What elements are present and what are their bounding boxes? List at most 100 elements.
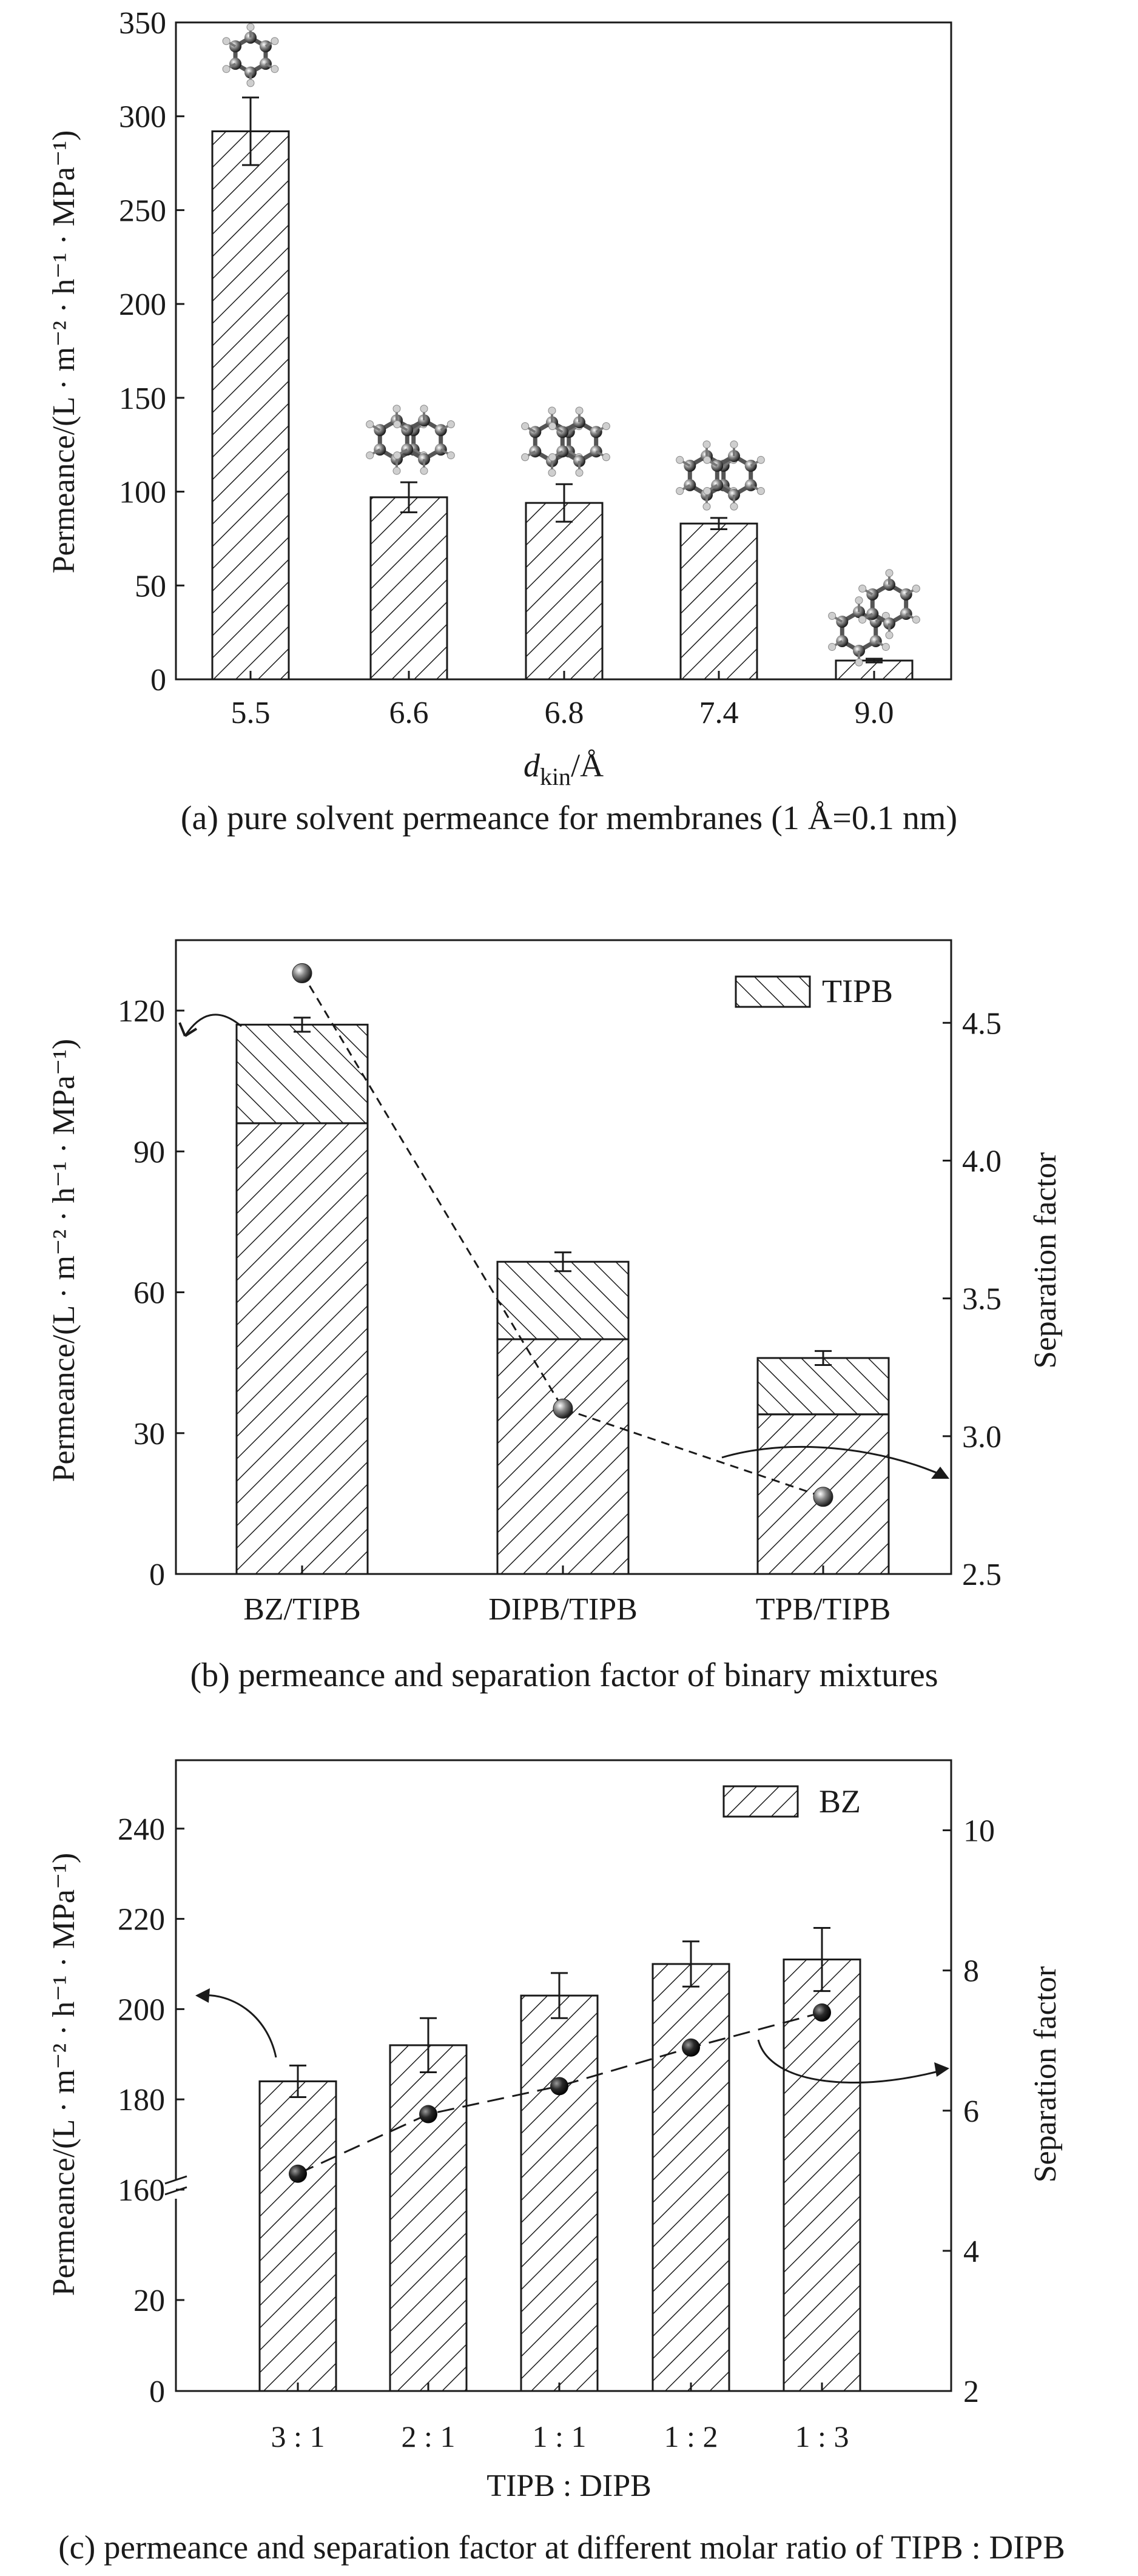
b-bar-lower-DIPB/TIPB bbox=[496, 1338, 630, 1575]
a-bar-6.6 bbox=[369, 496, 448, 681]
a-molecule-hydrogen bbox=[858, 584, 867, 593]
a-molecule-hydrogen bbox=[420, 405, 428, 413]
c-x-axis-label: TIPB : DIPB bbox=[487, 2469, 651, 2503]
a-molecule-hydrogen bbox=[246, 23, 255, 32]
a-x-tick-label: 9.0 bbox=[855, 696, 894, 730]
c-separation-point bbox=[419, 2105, 437, 2124]
a-molecule-icons bbox=[222, 23, 920, 667]
a-molecule-icon bbox=[676, 440, 765, 511]
c-bar-0 bbox=[258, 2080, 337, 2392]
a-molecule-hydrogen bbox=[602, 453, 610, 462]
c-x-tick-label: 2 : 1 bbox=[402, 2420, 456, 2453]
a-molecule-hydrogen bbox=[756, 456, 765, 464]
b-y-axis-label: Permeance/(L · m⁻² · h⁻¹ · MPa⁻¹) bbox=[47, 1039, 81, 1482]
c-y2-axis-label: Separation factor bbox=[1028, 1966, 1063, 2183]
a-molecule-hydrogen bbox=[676, 456, 684, 464]
a-x-tick-label: 6.8 bbox=[545, 696, 584, 730]
b-y2-ticks: 2.5 3.0 3.5 4.0 4.5 bbox=[943, 1006, 1002, 1592]
a-y-tick-label: 300 bbox=[119, 100, 166, 135]
a-molecule-hydrogen bbox=[271, 65, 279, 73]
a-y-axis-label: Permeance/(L · m⁻² · h⁻¹ · MPa⁻¹) bbox=[47, 130, 81, 574]
a-y-tick-label: 250 bbox=[119, 193, 166, 228]
a-y-ticks: 0 50 100 150 200 250 300 350 bbox=[119, 6, 184, 698]
c-y-tick-label: 200 bbox=[118, 1993, 165, 2027]
b-legend: TIPB bbox=[735, 973, 893, 1009]
c-y2-tick-label: 6 bbox=[963, 2094, 979, 2129]
c-y2-tick-label: 10 bbox=[963, 1814, 995, 1849]
a-molecule-hydrogen bbox=[676, 486, 684, 495]
b-x-ticks: BZ/TIPB DIPB/TIPB TPB/TIPB bbox=[243, 1565, 891, 1627]
c-caption: (c) permeance and separation factor at d… bbox=[58, 2529, 1065, 2566]
b-bars bbox=[235, 1017, 890, 1575]
b-legend-swatch bbox=[735, 975, 811, 1008]
c-separation-point bbox=[682, 2038, 700, 2057]
c-y2-tick-label: 8 bbox=[963, 1954, 979, 1989]
c-bar-2 bbox=[520, 1994, 599, 2392]
panel-b: 0 30 60 90 120 2.5 3.0 3.5 4.0 4.5 BZ/TIPB DIPB/T… bbox=[47, 939, 1063, 1694]
a-molecule-hydrogen bbox=[392, 466, 401, 475]
c-bar-1 bbox=[389, 2044, 468, 2392]
c-legend: BZ bbox=[722, 1783, 861, 1820]
b-separation-line-path bbox=[301, 972, 824, 1498]
a-molecule-hydrogen bbox=[222, 37, 231, 45]
c-y-tick-label: 220 bbox=[118, 1903, 165, 1937]
c-y-tick-label: 160 bbox=[118, 2173, 165, 2208]
c-separation-line-path bbox=[297, 2011, 823, 2175]
a-molecule-hydrogen bbox=[855, 658, 863, 667]
b-caption: (b) permeance and separation factor of b… bbox=[190, 1656, 938, 1694]
b-y-tick-label: 30 bbox=[133, 1417, 165, 1451]
a-bar-7.4 bbox=[679, 522, 758, 681]
a-y-tick-label: 100 bbox=[119, 476, 166, 510]
a-molecule-hydrogen bbox=[702, 502, 711, 511]
b-y-tick-label: 120 bbox=[118, 994, 165, 1029]
b-separation-point bbox=[553, 1398, 573, 1419]
b-y-ticks: 0 30 60 90 120 bbox=[118, 994, 184, 1592]
b-y2-tick-label: 3.0 bbox=[962, 1420, 1002, 1454]
a-molecule-hydrogen bbox=[885, 631, 894, 639]
b-x-tick-label: TPB/TIPB bbox=[756, 1592, 891, 1627]
a-molecule-hydrogen bbox=[703, 456, 712, 464]
panel-a: 0 50 100 150 200 250 300 350 5.5 6.6 6.8 7.4 9.0 Pe… bbox=[47, 6, 957, 837]
a-molecule-hydrogen bbox=[575, 406, 584, 415]
a-molecule-hydrogen bbox=[703, 486, 712, 495]
a-molecule-hydrogen bbox=[702, 440, 711, 449]
b-bar-upper-DIPB/TIPB bbox=[496, 1260, 630, 1340]
a-molecule-hydrogen bbox=[912, 616, 920, 624]
a-molecule-hydrogen bbox=[881, 643, 890, 651]
b-left-arrowhead bbox=[178, 1022, 198, 1037]
c-legend-label: BZ bbox=[819, 1783, 861, 1820]
a-molecule-hydrogen bbox=[548, 406, 556, 415]
a-molecule-icon bbox=[521, 406, 610, 477]
b-y-tick-label: 0 bbox=[149, 1558, 165, 1592]
c-plot-frame bbox=[175, 1759, 952, 2392]
a-molecule-hydrogen bbox=[222, 65, 231, 73]
c-right-arrowhead bbox=[934, 2062, 949, 2077]
c-y-tick-label: 20 bbox=[133, 2284, 165, 2318]
c-separation-point bbox=[813, 2003, 831, 2022]
a-molecule-hydrogen bbox=[548, 468, 556, 477]
a-bar-5.5 bbox=[211, 130, 290, 681]
a-x-tick-label: 6.6 bbox=[389, 696, 429, 730]
b-plot-frame bbox=[175, 939, 952, 1575]
b-left-arrow bbox=[184, 1014, 242, 1037]
c-y-tick-label: 240 bbox=[118, 1812, 165, 1847]
c-axis-break-lower bbox=[164, 2186, 187, 2196]
panel-c: 0 20 160 180 200 220 240 2 4 6 8 10 3 : 1 2 : 1 1 : … bbox=[47, 1759, 1065, 2566]
b-x-tick-label: DIPB/TIPB bbox=[488, 1592, 638, 1627]
b-legend-label: TIPB bbox=[822, 973, 893, 1009]
a-y-tick-label: 150 bbox=[119, 382, 166, 416]
c-x-tick-label: 1 : 1 bbox=[533, 2420, 587, 2453]
b-right-arrowhead bbox=[931, 1467, 949, 1479]
c-y2-ticks: 2 4 6 8 10 bbox=[943, 1814, 995, 2409]
c-y2-tick-label: 2 bbox=[963, 2375, 979, 2409]
a-x-axis-label: dkin/Å bbox=[524, 747, 604, 790]
a-caption: (a) pure solvent permeance for membranes… bbox=[181, 799, 957, 837]
b-x-tick-label: BZ/TIPB bbox=[243, 1592, 361, 1627]
a-molecule-hydrogen bbox=[446, 420, 455, 428]
a-molecule-hydrogen bbox=[548, 453, 557, 462]
a-molecule-hydrogen bbox=[366, 420, 374, 428]
b-y2-tick-label: 4.0 bbox=[962, 1144, 1002, 1179]
c-y-axis-label: Permeance/(L · m⁻² · h⁻¹ · MPa⁻¹) bbox=[47, 1853, 81, 2296]
a-molecule-hydrogen bbox=[521, 422, 530, 431]
